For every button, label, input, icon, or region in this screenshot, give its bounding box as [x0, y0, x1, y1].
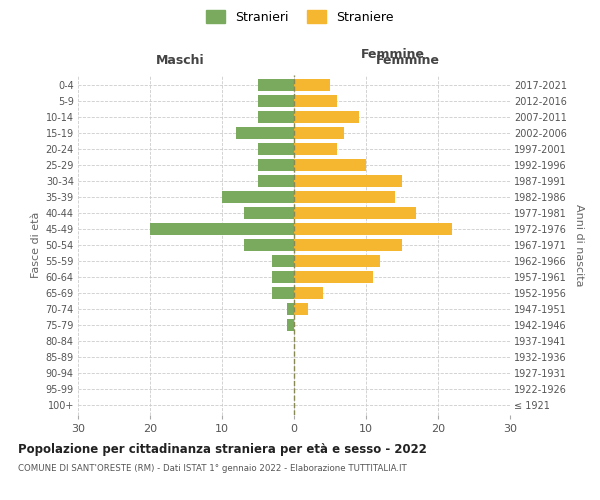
Bar: [294, 78, 330, 90]
Bar: [294, 271, 373, 283]
Bar: [244, 239, 294, 251]
Y-axis label: Anni di nascita: Anni di nascita: [574, 204, 584, 286]
Bar: [272, 287, 294, 299]
Bar: [244, 207, 294, 219]
Bar: [150, 223, 294, 235]
Bar: [272, 255, 294, 267]
Text: Femmine: Femmine: [361, 48, 425, 62]
Bar: [258, 159, 294, 171]
Legend: Stranieri, Straniere: Stranieri, Straniere: [202, 5, 398, 28]
Text: COMUNE DI SANT'ORESTE (RM) - Dati ISTAT 1° gennaio 2022 - Elaborazione TUTTITALI: COMUNE DI SANT'ORESTE (RM) - Dati ISTAT …: [18, 464, 407, 473]
Bar: [258, 94, 294, 106]
Bar: [258, 143, 294, 155]
Text: Maschi: Maschi: [155, 54, 205, 68]
Bar: [294, 255, 380, 267]
Bar: [258, 110, 294, 122]
Bar: [294, 110, 359, 122]
Bar: [294, 239, 402, 251]
Bar: [294, 94, 337, 106]
Bar: [272, 271, 294, 283]
Text: Popolazione per cittadinanza straniera per età e sesso - 2022: Popolazione per cittadinanza straniera p…: [18, 442, 427, 456]
Bar: [294, 126, 344, 138]
Text: Femmine: Femmine: [376, 54, 440, 68]
Bar: [294, 191, 395, 203]
Bar: [294, 207, 416, 219]
Bar: [294, 175, 402, 187]
Bar: [258, 175, 294, 187]
Bar: [287, 303, 294, 315]
Bar: [294, 287, 323, 299]
Bar: [294, 143, 337, 155]
Bar: [258, 78, 294, 90]
Y-axis label: Fasce di età: Fasce di età: [31, 212, 41, 278]
Bar: [294, 223, 452, 235]
Bar: [294, 303, 308, 315]
Bar: [294, 159, 366, 171]
Bar: [236, 126, 294, 138]
Bar: [222, 191, 294, 203]
Bar: [287, 319, 294, 331]
